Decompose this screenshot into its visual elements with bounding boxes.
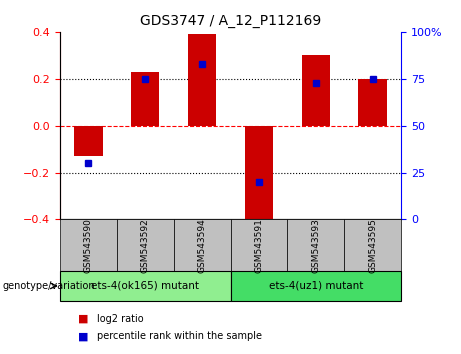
Text: GSM543592: GSM543592: [141, 218, 150, 273]
Bar: [301, 55, 330, 126]
Bar: [188, 34, 216, 126]
Text: GSM543594: GSM543594: [198, 218, 207, 273]
Bar: [245, 126, 273, 222]
Bar: [74, 126, 102, 156]
Text: GSM543593: GSM543593: [311, 218, 320, 273]
Text: ets-4(ok165) mutant: ets-4(ok165) mutant: [91, 281, 199, 291]
Text: log2 ratio: log2 ratio: [97, 314, 143, 324]
Text: GSM543590: GSM543590: [84, 218, 93, 273]
Text: ets-4(uz1) mutant: ets-4(uz1) mutant: [269, 281, 363, 291]
Bar: [131, 72, 160, 126]
Text: ■: ■: [78, 314, 89, 324]
Text: GDS3747 / A_12_P112169: GDS3747 / A_12_P112169: [140, 14, 321, 28]
Text: genotype/variation: genotype/variation: [2, 281, 95, 291]
Text: GSM543591: GSM543591: [254, 218, 263, 273]
Bar: [358, 79, 387, 126]
Text: percentile rank within the sample: percentile rank within the sample: [97, 331, 262, 341]
Text: ■: ■: [78, 331, 89, 341]
Text: GSM543595: GSM543595: [368, 218, 377, 273]
